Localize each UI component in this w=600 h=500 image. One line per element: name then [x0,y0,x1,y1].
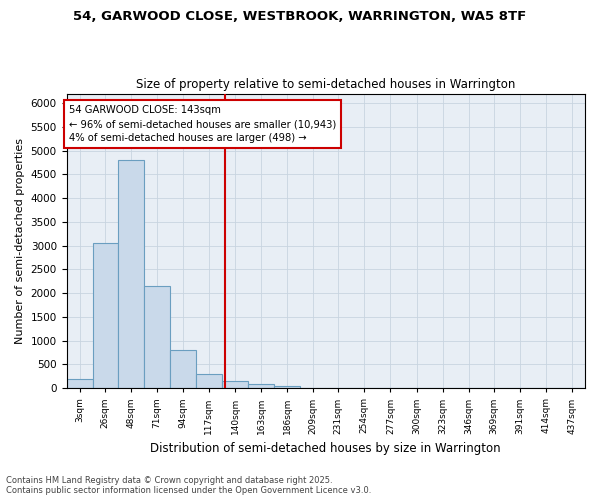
Text: Contains HM Land Registry data © Crown copyright and database right 2025.
Contai: Contains HM Land Registry data © Crown c… [6,476,371,495]
Y-axis label: Number of semi-detached properties: Number of semi-detached properties [15,138,25,344]
Bar [118,160,143,388]
Bar [274,386,300,388]
Text: 54 GARWOOD CLOSE: 143sqm
← 96% of semi-detached houses are smaller (10,943)
4% o: 54 GARWOOD CLOSE: 143sqm ← 96% of semi-d… [69,106,336,144]
Bar [67,379,92,388]
Bar [170,350,196,389]
Bar [222,381,248,388]
Bar [248,384,274,388]
Bar [143,286,170,388]
Text: 54, GARWOOD CLOSE, WESTBROOK, WARRINGTON, WA5 8TF: 54, GARWOOD CLOSE, WESTBROOK, WARRINGTON… [73,10,527,23]
Bar [196,374,222,388]
Bar [92,244,118,388]
X-axis label: Distribution of semi-detached houses by size in Warrington: Distribution of semi-detached houses by … [151,442,501,455]
Title: Size of property relative to semi-detached houses in Warrington: Size of property relative to semi-detach… [136,78,515,91]
